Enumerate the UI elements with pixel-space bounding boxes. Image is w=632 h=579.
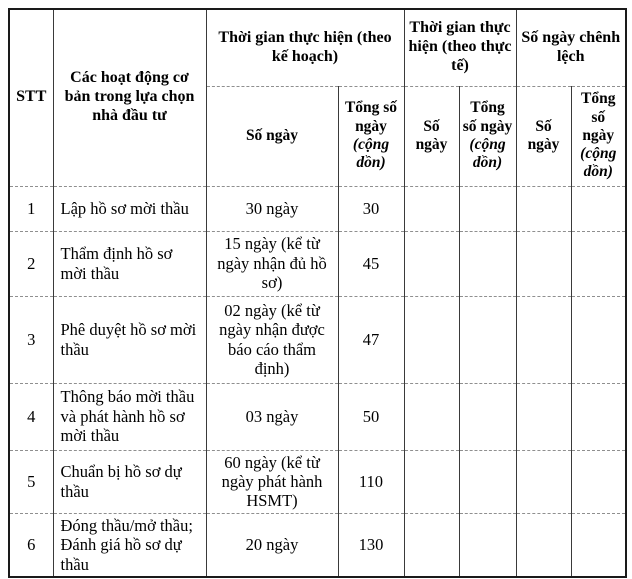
header-actual-days: Số ngày bbox=[404, 86, 460, 187]
diff-days-cell bbox=[516, 450, 572, 514]
stt-cell: 6 bbox=[9, 513, 54, 578]
actual-days-cell bbox=[404, 383, 460, 451]
plan-total-cell: 50 bbox=[338, 383, 405, 451]
actual-days-cell bbox=[404, 513, 460, 578]
activity-cell: Đóng thầu/mở thầu; Đánh giá hồ sơ dự thầ… bbox=[53, 513, 207, 578]
activity-cell: Chuẩn bị hồ sơ dự thầu bbox=[53, 450, 207, 514]
header-row-sub: Số ngày Tổng số ngày (cộng dồn) Số ngày … bbox=[9, 86, 626, 187]
header-plan-total: Tổng số ngày (cộng dồn) bbox=[338, 86, 405, 187]
total-days-accum-label: (cộng dồn) bbox=[580, 145, 617, 181]
total-days-label: Tổng số ngày bbox=[344, 99, 398, 135]
stt-cell: 4 bbox=[9, 383, 54, 451]
header-diff-total: Tổng số ngày (cộng dồn) bbox=[571, 86, 626, 187]
plan-days-cell: 30 ngày bbox=[206, 186, 339, 232]
actual-total-cell bbox=[459, 513, 517, 578]
plan-days-cell: 20 ngày bbox=[206, 513, 339, 578]
total-days-accum-label: (cộng dồn) bbox=[469, 136, 506, 172]
procurement-timeline-table: STT Các hoạt động cơ bản trong lựa chọn … bbox=[8, 8, 627, 579]
actual-days-cell bbox=[404, 450, 460, 514]
header-diff-group: Số ngày chênh lệch bbox=[516, 9, 626, 87]
diff-days-cell bbox=[516, 231, 572, 297]
actual-days-cell bbox=[404, 231, 460, 297]
header-row-groups: STT Các hoạt động cơ bản trong lựa chọn … bbox=[9, 9, 626, 187]
activity-cell: Thẩm định hồ sơ mời thầu bbox=[53, 231, 207, 297]
actual-total-cell bbox=[459, 450, 517, 514]
table-row: 3 Phê duyệt hồ sơ mời thầu 02 ngày (kể t… bbox=[9, 296, 626, 384]
header-actual-group: Thời gian thực hiện (theo thực tế) bbox=[404, 9, 517, 87]
table-row: 6 Đóng thầu/mở thầu; Đánh giá hồ sơ dự t… bbox=[9, 513, 626, 578]
header-stt: STT bbox=[9, 9, 54, 187]
diff-total-cell bbox=[571, 513, 626, 577]
plan-days-cell: 15 ngày (kể từ ngày nhận đủ hồ sơ) bbox=[206, 231, 339, 297]
diff-total-cell bbox=[571, 231, 626, 297]
diff-total-cell bbox=[571, 296, 626, 384]
plan-total-cell: 47 bbox=[338, 296, 405, 384]
plan-total-cell: 30 bbox=[338, 186, 405, 232]
table-row: 5 Chuẩn bị hồ sơ dự thầu 60 ngày (kể từ … bbox=[9, 450, 626, 514]
stt-cell: 3 bbox=[9, 296, 54, 384]
diff-days-cell bbox=[516, 383, 572, 451]
stt-cell: 5 bbox=[9, 450, 54, 514]
plan-total-cell: 110 bbox=[338, 450, 405, 514]
table-row: 2 Thẩm định hồ sơ mời thầu 15 ngày (kể t… bbox=[9, 231, 626, 297]
diff-days-cell bbox=[516, 296, 572, 384]
diff-total-cell bbox=[571, 186, 626, 232]
diff-days-cell bbox=[516, 186, 572, 232]
activity-cell: Phê duyệt hồ sơ mời thầu bbox=[53, 296, 207, 384]
actual-total-cell bbox=[459, 186, 517, 232]
plan-days-cell: 02 ngày (kể từ ngày nhận được báo cáo th… bbox=[206, 296, 339, 384]
stt-cell: 2 bbox=[9, 231, 54, 297]
actual-days-cell bbox=[404, 296, 460, 384]
table-row: 4 Thông báo mời thầu và phát hành hồ sơ … bbox=[9, 383, 626, 451]
actual-total-cell bbox=[459, 231, 517, 297]
diff-total-cell bbox=[571, 383, 626, 451]
actual-total-cell bbox=[459, 383, 517, 451]
actual-days-cell bbox=[404, 186, 460, 232]
header-activities: Các hoạt động cơ bản trong lựa chọn nhà … bbox=[53, 9, 207, 187]
header-plan-group: Thời gian thực hiện (theo kế hoạch) bbox=[206, 9, 405, 87]
actual-total-cell bbox=[459, 296, 517, 384]
header-plan-days: Số ngày bbox=[206, 86, 339, 187]
header-actual-total: Tổng số ngày (cộng dồn) bbox=[459, 86, 517, 187]
plan-total-cell: 130 bbox=[338, 513, 405, 578]
activity-cell: Thông báo mời thầu và phát hành hồ sơ mờ… bbox=[53, 383, 207, 451]
plan-days-cell: 03 ngày bbox=[206, 383, 339, 451]
plan-days-cell: 60 ngày (kể từ ngày phát hành HSMT) bbox=[206, 450, 339, 514]
diff-days-cell bbox=[516, 513, 572, 578]
plan-total-cell: 45 bbox=[338, 231, 405, 297]
table-row: 1 Lập hồ sơ mời thầu 30 ngày 30 bbox=[9, 186, 626, 232]
stt-cell: 1 bbox=[9, 186, 54, 232]
total-days-label: Tổng số ngày bbox=[462, 99, 513, 135]
total-days-accum-label: (cộng dồn) bbox=[352, 136, 390, 172]
activity-cell: Lập hồ sơ mời thầu bbox=[53, 186, 207, 232]
header-diff-days: Số ngày bbox=[516, 86, 572, 187]
total-days-label: Tổng số ngày bbox=[581, 90, 616, 144]
diff-total-cell bbox=[571, 450, 626, 514]
